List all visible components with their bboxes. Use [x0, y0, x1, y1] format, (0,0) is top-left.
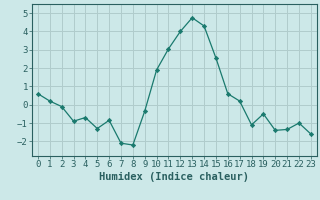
X-axis label: Humidex (Indice chaleur): Humidex (Indice chaleur) — [100, 172, 249, 182]
